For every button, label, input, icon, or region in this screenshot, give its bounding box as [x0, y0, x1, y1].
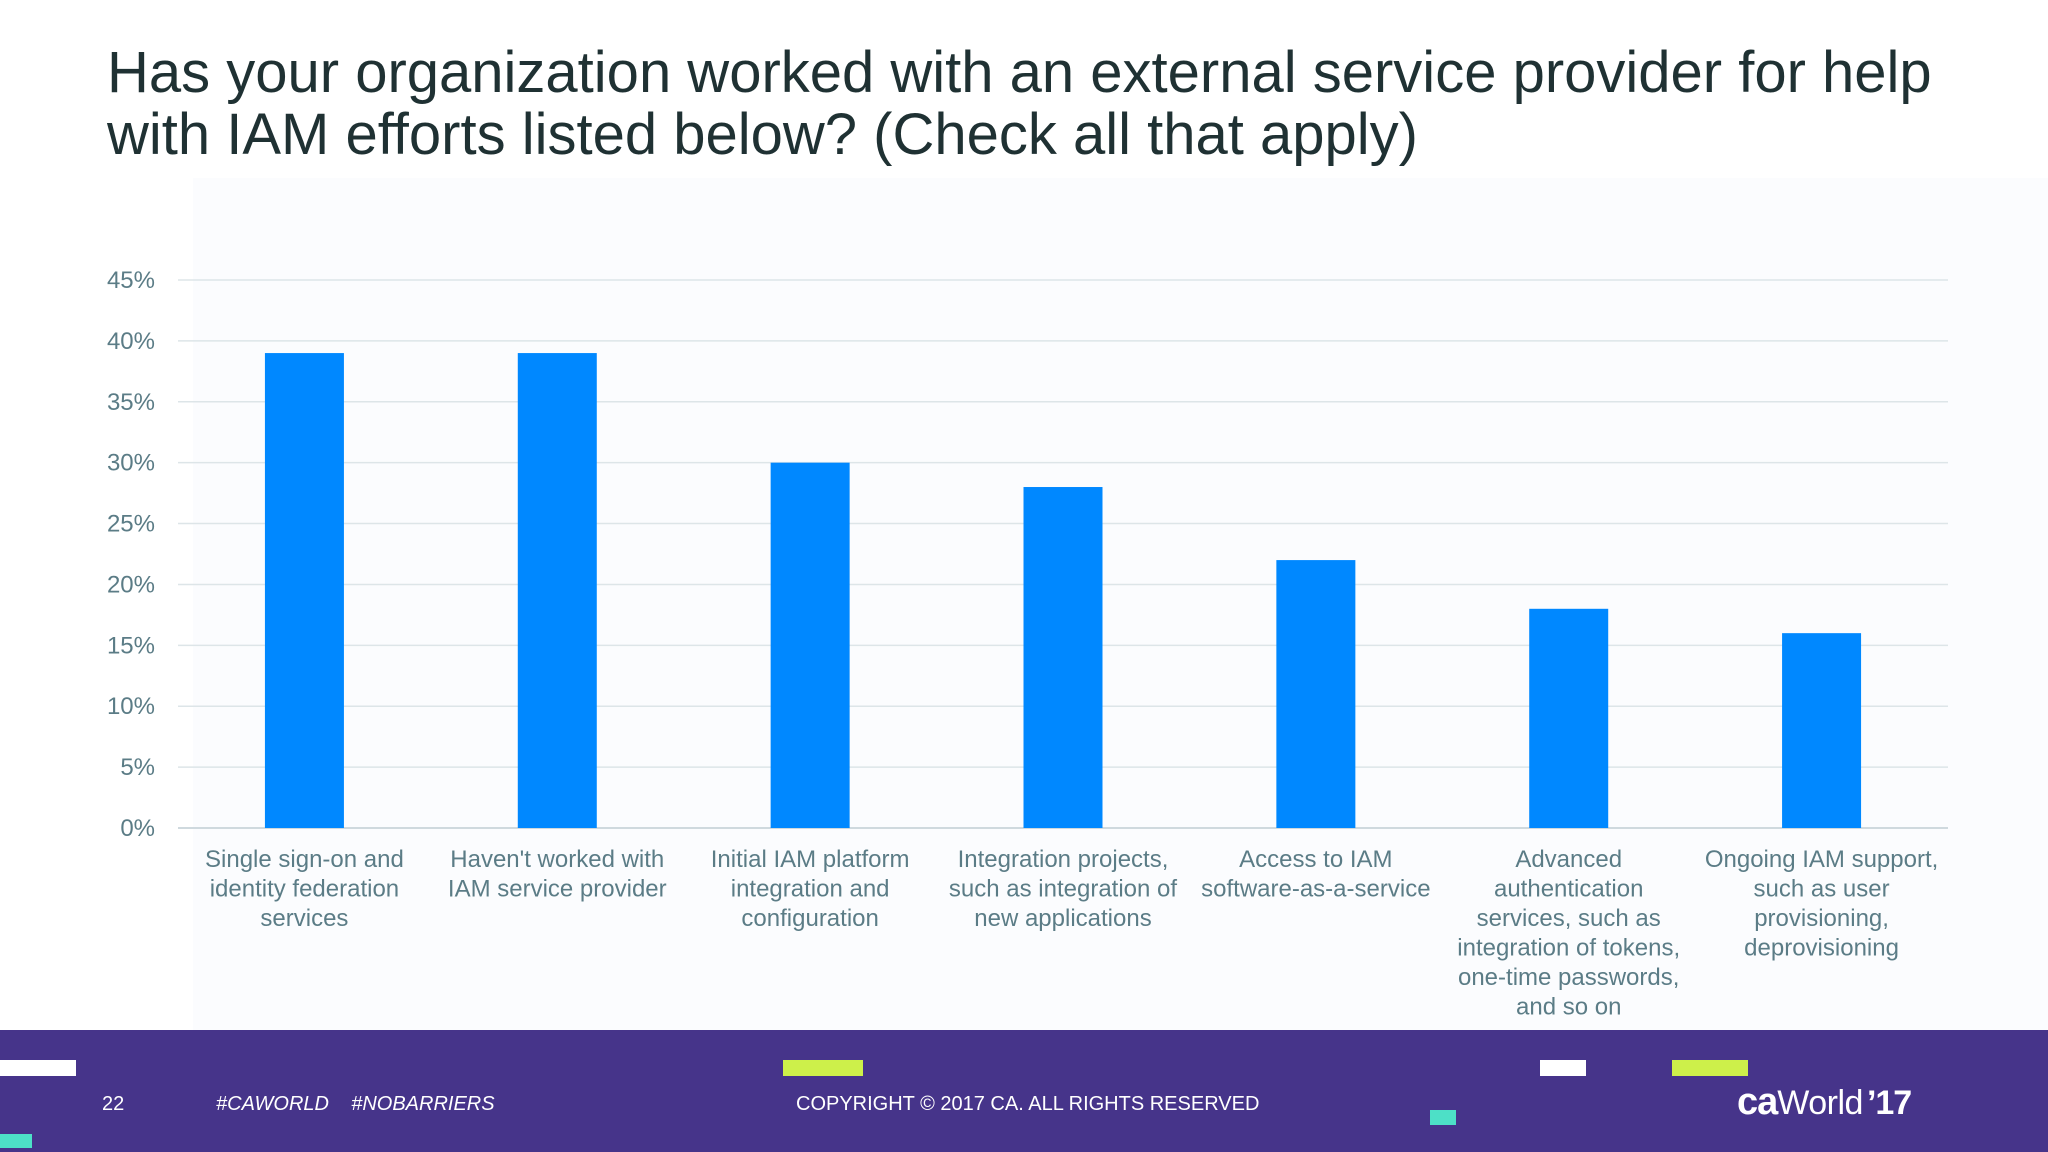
x-category-label-line: Ongoing IAM support, — [1705, 846, 1938, 873]
y-tick-label: 40% — [107, 328, 155, 355]
bar — [1023, 487, 1103, 828]
hashtags: #CAWORLD #NOBARRIERS — [216, 1093, 495, 1115]
bar — [264, 353, 344, 828]
x-category-label-line: Access to IAM — [1239, 846, 1392, 873]
x-category-label-line: and so on — [1516, 994, 1621, 1021]
bars — [264, 353, 1862, 828]
x-category-label-line: Single sign-on and — [205, 846, 404, 873]
decor-lime-dash-right — [1672, 1060, 1748, 1076]
logo-ca-mark: ca — [1737, 1081, 1778, 1123]
logo-world-text: World — [1777, 1084, 1863, 1122]
x-category-label-line: Initial IAM platform — [711, 846, 910, 873]
x-category-label-line: such as user — [1754, 876, 1890, 903]
bar — [770, 462, 850, 828]
x-category-label-line: Haven't worked with — [450, 846, 664, 873]
y-tick-label: 15% — [107, 632, 155, 659]
x-category-label-line: identity federation — [210, 876, 399, 903]
x-category-label-line: Integration projects, — [958, 846, 1169, 873]
x-category-label-line: IAM service provider — [448, 876, 667, 903]
x-category-label: Access to IAM software-as-a-service — [1201, 846, 1430, 903]
x-category-label: Initial IAM platform integration and confi… — [711, 846, 910, 932]
x-category-label-line: services, such as — [1477, 905, 1661, 932]
page-number: 22 — [102, 1093, 125, 1115]
x-category-label-line: software-as-a-service — [1201, 876, 1430, 903]
x-category-label: Ongoing IAM support, such as user provisio… — [1705, 846, 1938, 962]
x-category-label-line: services — [260, 905, 348, 932]
y-tick-label: 45% — [107, 267, 155, 294]
bar-chart: 0% 5% 10% 15% 20% 25% 30% 35% 40% 45% Single sign… — [107, 267, 1948, 1021]
x-category-label: Haven't worked with IAM service provider — [448, 846, 667, 903]
y-tick-label: 20% — [107, 571, 155, 598]
bar — [1276, 560, 1356, 828]
y-tick-label: 25% — [107, 511, 155, 538]
x-category-label-line: Advanced — [1515, 846, 1622, 873]
logo-year-text: ’17 — [1866, 1084, 1912, 1122]
y-tick-label: 10% — [107, 693, 155, 720]
bar — [517, 353, 597, 828]
x-category-label-line: such as integration of — [949, 876, 1177, 903]
decor-lime-dash-center — [783, 1060, 863, 1076]
x-category-label: Advanced authentication services, such as i… — [1457, 846, 1680, 1021]
decor-teal-dash-left — [0, 1134, 32, 1148]
y-tick-label: 30% — [107, 450, 155, 477]
y-tick-label: 0% — [120, 815, 155, 842]
decor-teal-square — [1430, 1110, 1456, 1125]
x-category-label-line: configuration — [741, 905, 878, 932]
x-category-label-line: provisioning, — [1754, 905, 1889, 932]
x-category-label-line: integration of tokens, — [1457, 935, 1680, 962]
x-category-label-line: deprovisioning — [1744, 935, 1899, 962]
x-axis-category-labels: Single sign-on and identity federation ser… — [205, 846, 1938, 1021]
x-category-label-line: authentication — [1494, 876, 1643, 903]
slide-title: Has your organization worked with an ext… — [107, 42, 2007, 166]
footer-bar — [0, 1030, 2048, 1152]
slide-title-line-2: with IAM efforts listed below? (Check al… — [107, 102, 1418, 167]
x-category-label-line: one-time passwords, — [1458, 964, 1679, 991]
slide-title-line-1: Has your organization worked with an ext… — [107, 40, 1932, 105]
ca-world-17-logo: caWorld ’17 — [1737, 1081, 1912, 1124]
y-axis-tick-labels: 0% 5% 10% 15% 20% 25% 30% 35% 40% 45% — [107, 267, 155, 842]
x-category-label: Single sign-on and identity federation ser… — [205, 846, 404, 932]
chart-panel — [193, 178, 2048, 1030]
decor-white-dash-left — [0, 1060, 76, 1076]
bar — [1529, 608, 1609, 828]
decor-white-dash-right — [1540, 1060, 1586, 1076]
x-category-label-line: integration and — [731, 876, 890, 903]
bar — [1782, 633, 1862, 828]
x-category-label: Integration projects, such as integration… — [949, 846, 1177, 932]
y-tick-label: 5% — [120, 754, 155, 781]
y-tick-label: 35% — [107, 389, 155, 416]
copyright-notice: COPYRIGHT © 2017 CA. ALL RIGHTS RESERVED — [796, 1093, 1260, 1115]
x-category-label-line: new applications — [974, 905, 1151, 932]
